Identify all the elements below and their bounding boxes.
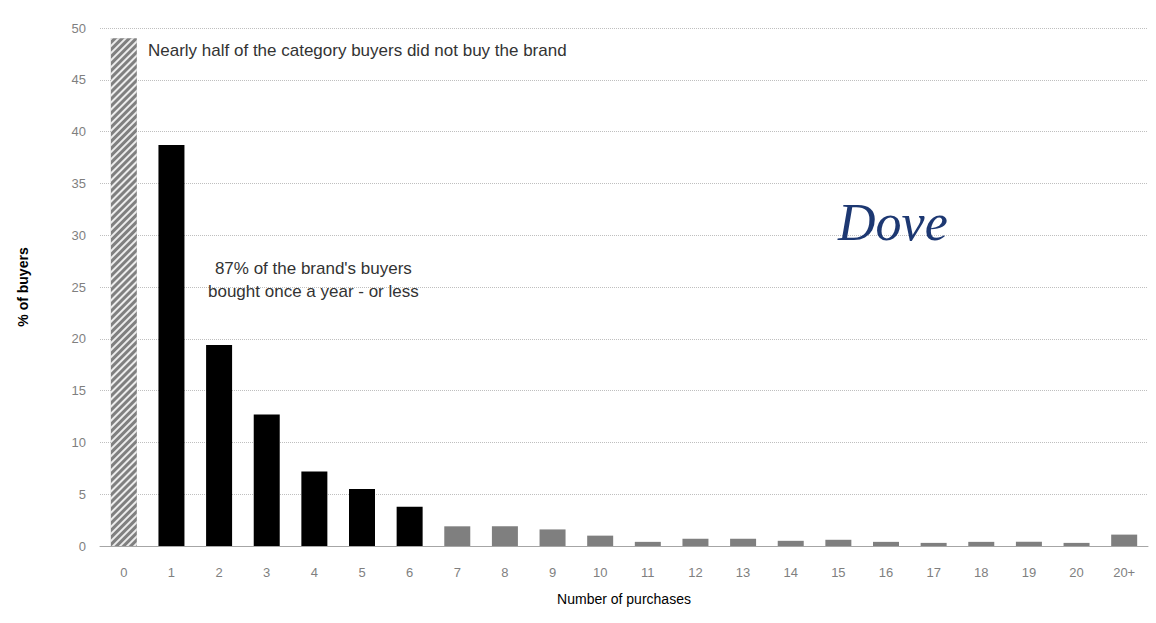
- svg-text:Number of purchases: Number of purchases: [557, 591, 691, 607]
- svg-text:35: 35: [72, 176, 86, 191]
- svg-text:0: 0: [79, 539, 86, 554]
- svg-text:40: 40: [72, 124, 86, 139]
- svg-text:1: 1: [168, 565, 175, 580]
- svg-text:17: 17: [926, 565, 940, 580]
- svg-text:15: 15: [72, 383, 86, 398]
- svg-text:16: 16: [879, 565, 893, 580]
- svg-text:6: 6: [406, 565, 413, 580]
- svg-text:7: 7: [454, 565, 461, 580]
- svg-text:30: 30: [72, 228, 86, 243]
- svg-text:0: 0: [120, 565, 127, 580]
- svg-text:50: 50: [72, 21, 86, 36]
- svg-text:20: 20: [1069, 565, 1083, 580]
- svg-text:5: 5: [358, 565, 365, 580]
- svg-text:2: 2: [215, 565, 222, 580]
- svg-text:14: 14: [783, 565, 797, 580]
- svg-text:18: 18: [974, 565, 988, 580]
- svg-text:10: 10: [72, 435, 86, 450]
- svg-text:8: 8: [501, 565, 508, 580]
- svg-text:11: 11: [641, 565, 655, 580]
- svg-text:9: 9: [549, 565, 556, 580]
- svg-text:3: 3: [263, 565, 270, 580]
- svg-text:bought once a year - or less: bought once a year - or less: [208, 282, 419, 301]
- svg-text:Nearly half of the category bu: Nearly half of the category buyers did n…: [148, 41, 567, 60]
- svg-text:12: 12: [688, 565, 702, 580]
- svg-text:15: 15: [831, 565, 845, 580]
- svg-text:13: 13: [736, 565, 750, 580]
- svg-text:10: 10: [593, 565, 607, 580]
- svg-text:25: 25: [72, 280, 86, 295]
- svg-text:45: 45: [72, 72, 86, 87]
- svg-text:19: 19: [1022, 565, 1036, 580]
- svg-text:20: 20: [72, 331, 86, 346]
- svg-text:Dove: Dove: [837, 194, 948, 251]
- svg-text:% of buyers: % of buyers: [15, 247, 31, 327]
- svg-text:20+: 20+: [1113, 565, 1135, 580]
- svg-text:5: 5: [79, 487, 86, 502]
- svg-text:87% of the brand's buyers: 87% of the brand's buyers: [215, 259, 412, 278]
- svg-text:4: 4: [311, 565, 318, 580]
